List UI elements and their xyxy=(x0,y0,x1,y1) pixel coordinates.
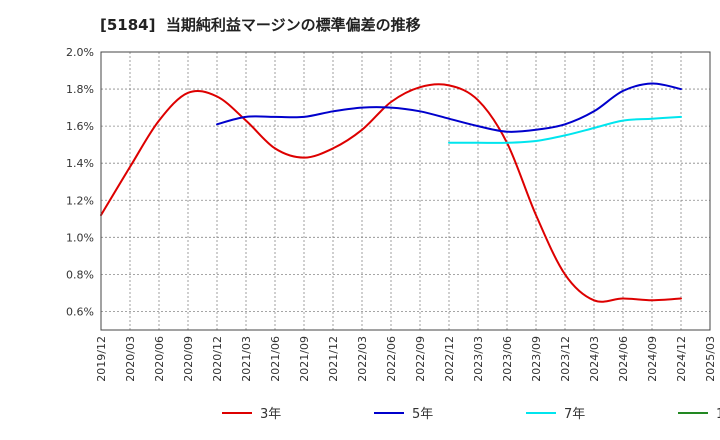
y-tick-label: 0.8% xyxy=(66,268,94,281)
y-tick-label: 1.8% xyxy=(66,83,94,96)
x-axis-ticks: 2019/12 2020/03 2020/06 2020/09 2020/12 2021/… xyxy=(95,336,717,382)
x-tick-label: 2021/03 xyxy=(240,336,253,382)
y-tick-label: 1.6% xyxy=(66,120,94,133)
x-tick-label: 2023/09 xyxy=(530,336,543,382)
x-tick-label: 2019/12 xyxy=(95,336,108,382)
series-line-1 xyxy=(100,83,682,303)
legend: 3年 5年 7年 10年 xyxy=(222,407,720,422)
legend-label-4: 10年 xyxy=(716,407,720,422)
x-tick-label: 2024/03 xyxy=(588,336,601,382)
x-tick-label: 2023/12 xyxy=(559,336,572,382)
x-tick-label: 2020/06 xyxy=(153,336,166,382)
y-tick-label: 1.2% xyxy=(66,194,94,207)
legend-label-3: 7年 xyxy=(564,407,585,422)
x-tick-label: 2025/03 xyxy=(704,336,717,382)
chart-title: [5184] 当期純利益マージンの標準偏差の推移 xyxy=(100,16,421,34)
plot-frame xyxy=(100,51,711,331)
series-line-3 xyxy=(448,115,682,144)
legend-label-1: 3年 xyxy=(260,407,281,422)
x-tick-label: 2024/06 xyxy=(617,336,630,382)
x-tick-label: 2024/09 xyxy=(646,336,659,382)
x-tick-label: 2022/09 xyxy=(414,336,427,382)
series-lines xyxy=(100,82,682,303)
x-tick-label: 2022/03 xyxy=(356,336,369,382)
x-tick-label: 2023/06 xyxy=(501,336,514,382)
y-axis-ticks: 0.6% 0.8% 1.0% 1.2% 1.4% 1.6% 1.8% 2.0% xyxy=(66,46,94,318)
y-tick-label: 2.0% xyxy=(66,46,94,59)
x-tick-label: 2022/06 xyxy=(385,336,398,382)
x-tick-label: 2022/12 xyxy=(443,336,456,382)
x-tick-label: 2021/06 xyxy=(269,336,282,382)
x-tick-label: 2023/03 xyxy=(472,336,485,382)
x-tick-label: 2020/09 xyxy=(182,336,195,382)
y-tick-label: 1.0% xyxy=(66,231,94,244)
legend-label-2: 5年 xyxy=(412,407,433,422)
x-tick-label: 2020/12 xyxy=(211,336,224,382)
series-line-2 xyxy=(216,82,682,133)
x-tick-label: 2021/12 xyxy=(327,336,340,382)
y-tick-label: 1.4% xyxy=(66,157,94,170)
x-tick-label: 2021/09 xyxy=(298,336,311,382)
x-tick-label: 2024/12 xyxy=(675,336,688,382)
x-tick-label: 2020/03 xyxy=(124,336,137,382)
y-tick-label: 0.6% xyxy=(66,305,94,318)
